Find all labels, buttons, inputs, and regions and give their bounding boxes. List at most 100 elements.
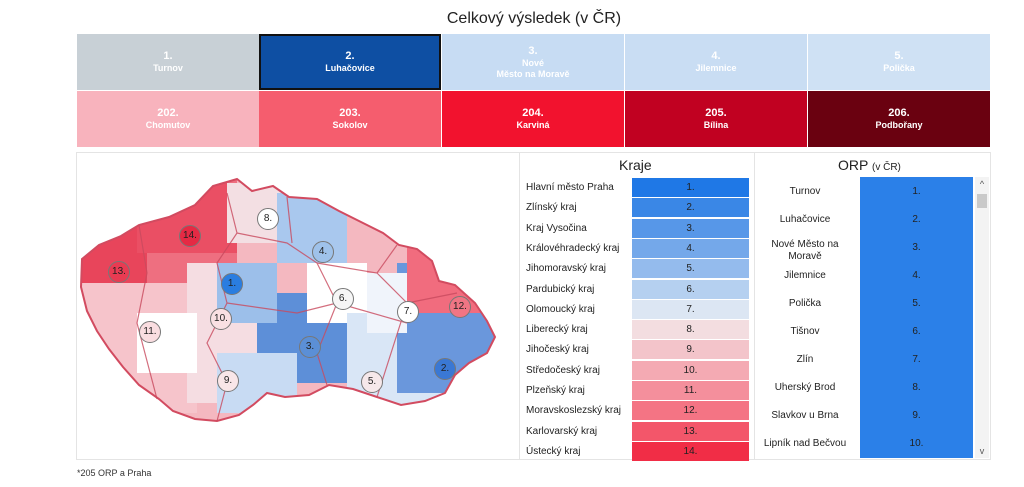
orp-rank[interactable]: 10. [909, 438, 924, 449]
orp-rank[interactable]: 3. [912, 242, 921, 253]
orp-name[interactable]: Jilemnice [784, 270, 826, 281]
kraj-name: Zlínský kraj [526, 202, 577, 214]
map-marker[interactable]: 11. [139, 321, 161, 343]
tile-rank: 1. [163, 50, 173, 62]
orp-rank[interactable]: 4. [912, 270, 921, 281]
map-marker[interactable]: 1. [221, 273, 243, 295]
map-marker[interactable]: 14. [179, 225, 201, 247]
orp-name[interactable]: Turnov [789, 186, 821, 197]
orp-rank[interactable]: 7. [912, 354, 921, 365]
ranking-tile[interactable]: 205. Bílina [625, 91, 807, 147]
kraje-panel: Kraje Hlavní město Praha 1. Zlínský kraj 2.… [520, 152, 755, 461]
map-marker[interactable]: 7. [397, 301, 419, 323]
kraj-rank[interactable]: 12. [632, 401, 749, 421]
ranking-tile[interactable]: 1. Turnov [77, 34, 259, 90]
kraj-name: Středočeský kraj [526, 364, 600, 376]
kraj-rank[interactable]: 9. [632, 340, 749, 360]
kraj-rank[interactable]: 3. [632, 218, 749, 238]
kraj-rank[interactable]: 10. [632, 360, 749, 380]
orp-rank[interactable]: 5. [912, 298, 921, 309]
orp-name[interactable]: Lipník nad Bečvou [763, 438, 847, 449]
orp-rank[interactable]: 9. [912, 410, 921, 421]
scroll-up-arrow-icon[interactable]: ^ [979, 179, 985, 189]
ranking-tile[interactable]: 206. Podbořany [808, 91, 990, 147]
map-marker[interactable]: 12. [449, 296, 471, 318]
orp-name[interactable]: Slavkov u Brna [771, 410, 839, 421]
kraj-rank[interactable]: 8. [632, 320, 749, 340]
map-marker[interactable]: 13. [108, 261, 130, 283]
map-marker[interactable]: 6. [332, 288, 354, 310]
tile-rank: 202. [157, 107, 179, 119]
tile-rank: 205. [705, 107, 727, 119]
map-panel: 1. 2. 3. 4. 5. 6. 7. 8. 9. 10. 11. 12. 13. 14. [76, 152, 520, 460]
orp-panel: ORP (v ČR) Turnov 1. Luhačovice 2. Nové Měst… [755, 152, 991, 460]
kraj-rank[interactable]: 2. [632, 198, 749, 218]
tile-rank: 4. [711, 50, 721, 62]
orp-heading-suffix: (v ČR) [871, 162, 901, 173]
tile-rank: 2. [345, 50, 355, 62]
tile-rank: 5. [894, 50, 904, 62]
orp-rank[interactable]: 2. [912, 214, 921, 225]
kraj-name: Jihomoravský kraj [526, 263, 607, 275]
tile-rank: 3. [528, 44, 538, 57]
map-marker[interactable]: 2. [434, 358, 456, 380]
kraj-rank[interactable]: 1. [632, 178, 749, 197]
tile-name: Luhačovice [325, 63, 375, 73]
page-title: Celkový výsledek (v ČR) [446, 10, 622, 27]
kraj-rank[interactable]: 6. [632, 279, 749, 299]
kraj-name: Hlavní město Praha [526, 182, 614, 193]
orp-name[interactable]: Nové Město na Moravě [771, 239, 839, 262]
kraj-rank[interactable]: 4. [632, 238, 749, 258]
kraj-name: Olomoucký kraj [526, 303, 595, 315]
kraj-name: Karlovarský kraj [526, 425, 598, 437]
orp-rank[interactable]: 6. [912, 326, 921, 337]
orp-rank[interactable]: 1. [912, 186, 921, 197]
orp-name[interactable]: Polička [788, 298, 822, 309]
orp-heading-text: ORP [838, 157, 869, 173]
tile-name: Jilemnice [695, 63, 737, 73]
kraje-heading: Kraje [619, 157, 652, 173]
map-marker[interactable]: 9. [217, 370, 239, 392]
kraj-name: Liberecký kraj [526, 324, 588, 336]
ranking-tile[interactable]: 203. Sokolov [259, 91, 441, 147]
footnote: *205 ORP a Praha [77, 468, 152, 478]
kraj-name: Pardubický kraj [526, 283, 595, 295]
map-marker[interactable]: 10. [210, 308, 232, 330]
orp-column-bg [860, 177, 973, 458]
tile-rank: 203. [339, 107, 361, 119]
ranking-tile[interactable]: 2. Luhačovice [259, 34, 441, 90]
orp-rank[interactable]: 8. [912, 382, 921, 393]
scroll-thumb[interactable] [977, 194, 987, 208]
kraj-name: Jihočeský kraj [526, 344, 589, 356]
kraj-rank[interactable]: 11. [632, 381, 749, 400]
orp-scrollbar[interactable]: ^ v [975, 177, 989, 458]
scroll-down-arrow-icon[interactable]: v [979, 446, 985, 456]
kraj-rank[interactable]: 13. [632, 421, 749, 441]
orp-name[interactable]: Uherský Brod [774, 382, 836, 393]
orp-name[interactable]: Zlín [796, 354, 814, 365]
orp-name[interactable]: Tišnov [790, 326, 820, 337]
map-marker[interactable]: 4. [312, 241, 334, 263]
ranking-tile[interactable]: 3. Nové Město na Moravě [442, 34, 624, 90]
ranking-tile[interactable]: 4. Jilemnice [625, 34, 807, 90]
kraj-name: Královéhradecký kraj [526, 242, 620, 254]
ranking-tile[interactable]: 5. Polička [808, 34, 990, 90]
tile-name: Nové Město na Moravě [496, 57, 570, 79]
ranking-tile[interactable]: 202. Chomutov [77, 91, 259, 147]
map-marker[interactable]: 3. [299, 336, 321, 358]
tile-name: Sokolov [332, 120, 368, 130]
ranking-tile[interactable]: 204. Karviná [442, 91, 624, 147]
map-marker[interactable]: 8. [257, 208, 279, 230]
kraj-name: Kraj Vysočina [526, 222, 587, 234]
kraj-name: Ústecký kraj [526, 445, 581, 457]
tile-name: Podbořany [875, 120, 923, 130]
kraj-rank[interactable]: 5. [632, 259, 749, 279]
tile-rank: 204. [522, 107, 544, 119]
kraj-rank[interactable]: 7. [632, 299, 749, 319]
tile-name: Bílina [703, 120, 729, 130]
orp-name[interactable]: Luhačovice [779, 214, 831, 225]
tile-name: Chomutov [145, 120, 191, 130]
map-marker[interactable]: 5. [361, 371, 383, 393]
kraj-name: Moravskoslezský kraj [526, 405, 622, 417]
kraj-rank[interactable]: 14. [632, 441, 749, 461]
